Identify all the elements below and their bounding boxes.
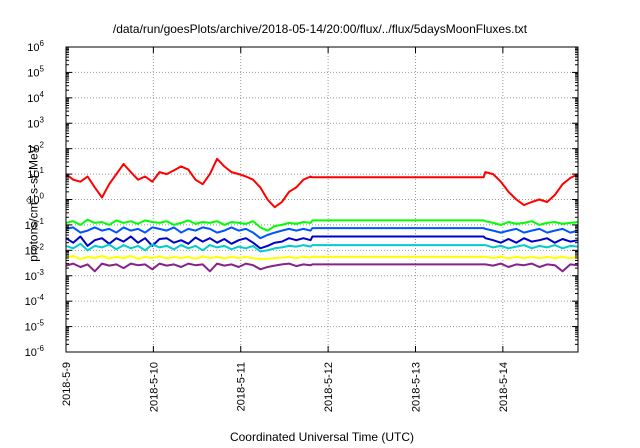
y-tick-label: 10-5 [25,319,45,334]
y-tick-label: 10-4 [25,293,45,308]
x-tick-label: 2018-5-11 [236,362,248,411]
series-line [65,157,579,209]
grid-lines [66,47,578,352]
y-tick-label: 100 [27,192,44,207]
y-axis-ticks: 10-6 10-5 10-4 10-3 10-2 10-1 100 101 102 103 104 1… [25,39,578,359]
y-axis-label: protons/cm2-s-sr-MeV [26,94,41,314]
x-tick-label: 2018-5-9 [61,362,73,406]
y-tick-label: 10-1 [25,217,45,232]
y-axis-label-suffix: -s-sr-MeV [26,145,41,198]
x-tick-label: 2018-5-12 [323,362,335,412]
y-tick-label: 102 [27,141,44,156]
series-line [65,255,579,261]
series-line [65,218,579,232]
x-tick-label: 2018-5-14 [498,362,510,412]
y-tick-label: 103 [27,115,44,130]
y-axis-label-prefix: protons/cm [26,202,41,262]
y-axis-label-sup: 2 [25,197,35,203]
y-tick-label: 10-2 [25,242,45,257]
series-line [65,226,579,240]
y-tick-label: 101 [27,166,44,181]
x-tick-label: 2018-5-13 [410,362,422,412]
y-tick-label: 104 [27,90,44,105]
chart-title: /data/run/goesPlots/archive/2018-05-14/2… [112,22,528,36]
series-line [65,262,579,273]
x-tick-label: 2018-5-10 [148,362,160,412]
y-tick-label: 10-3 [25,268,45,283]
y-tick-label: 105 [27,64,44,79]
y-tick-label: 10-6 [25,344,45,359]
y-tick-label: 106 [27,39,44,54]
series-line [65,242,579,253]
series-line [65,235,579,250]
x-axis-ticks: 2018-5-9 2018-5-10 2018-5-11 2018-5-12 2018-… [61,47,510,412]
x-axis-label: Coordinated Universal Time (UTC) [229,430,415,444]
series-group [65,157,579,273]
